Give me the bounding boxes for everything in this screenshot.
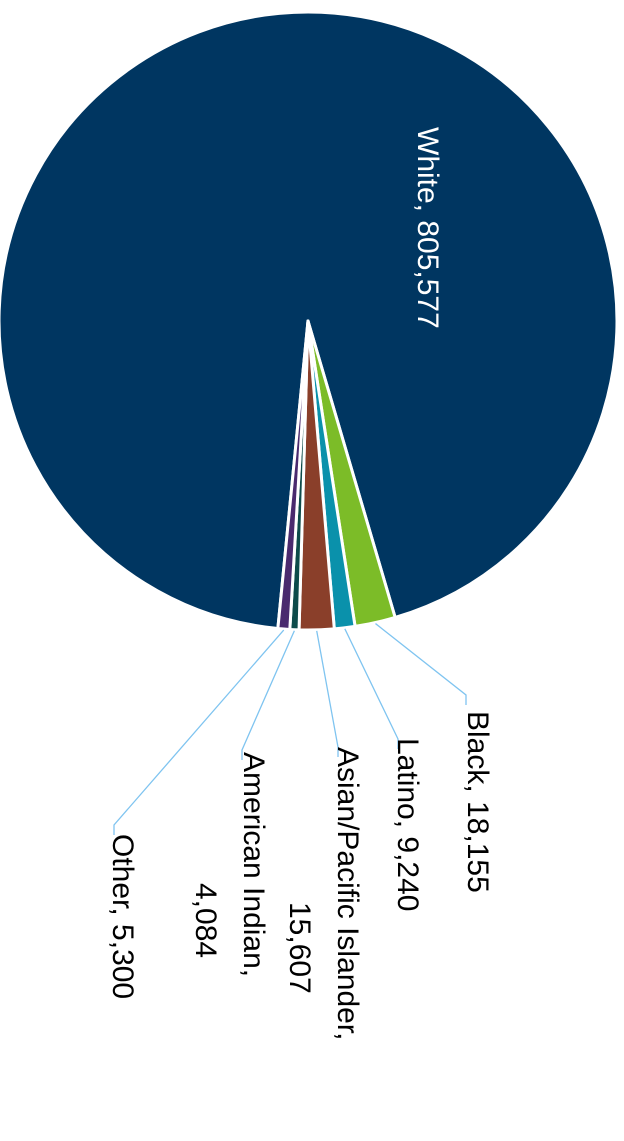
leader-latino bbox=[344, 628, 399, 749]
label-other: Other, 5,300 bbox=[106, 834, 139, 999]
slice-other bbox=[276, 319, 310, 631]
label-white: White, 805,577 bbox=[411, 127, 444, 329]
leader-black bbox=[375, 623, 467, 705]
pie-slices bbox=[0, 10, 619, 632]
label-latino: Latino, 9,240 bbox=[391, 738, 424, 911]
label-american-indian-line2: 4,084 bbox=[189, 883, 222, 958]
leader-asian-pacific-islander bbox=[316, 630, 339, 757]
leader-lines bbox=[113, 623, 467, 835]
label-asian-pacific-islander-line2: 15,607 bbox=[283, 902, 316, 994]
leader-american-indian bbox=[241, 630, 295, 760]
label-asian-pacific-islander-line1: Asian/Pacific Islander, bbox=[331, 747, 364, 1040]
label-american-indian-line1: American Indian, bbox=[237, 752, 270, 977]
label-black: Black, 18,155 bbox=[461, 711, 494, 893]
leader-other bbox=[113, 629, 285, 835]
